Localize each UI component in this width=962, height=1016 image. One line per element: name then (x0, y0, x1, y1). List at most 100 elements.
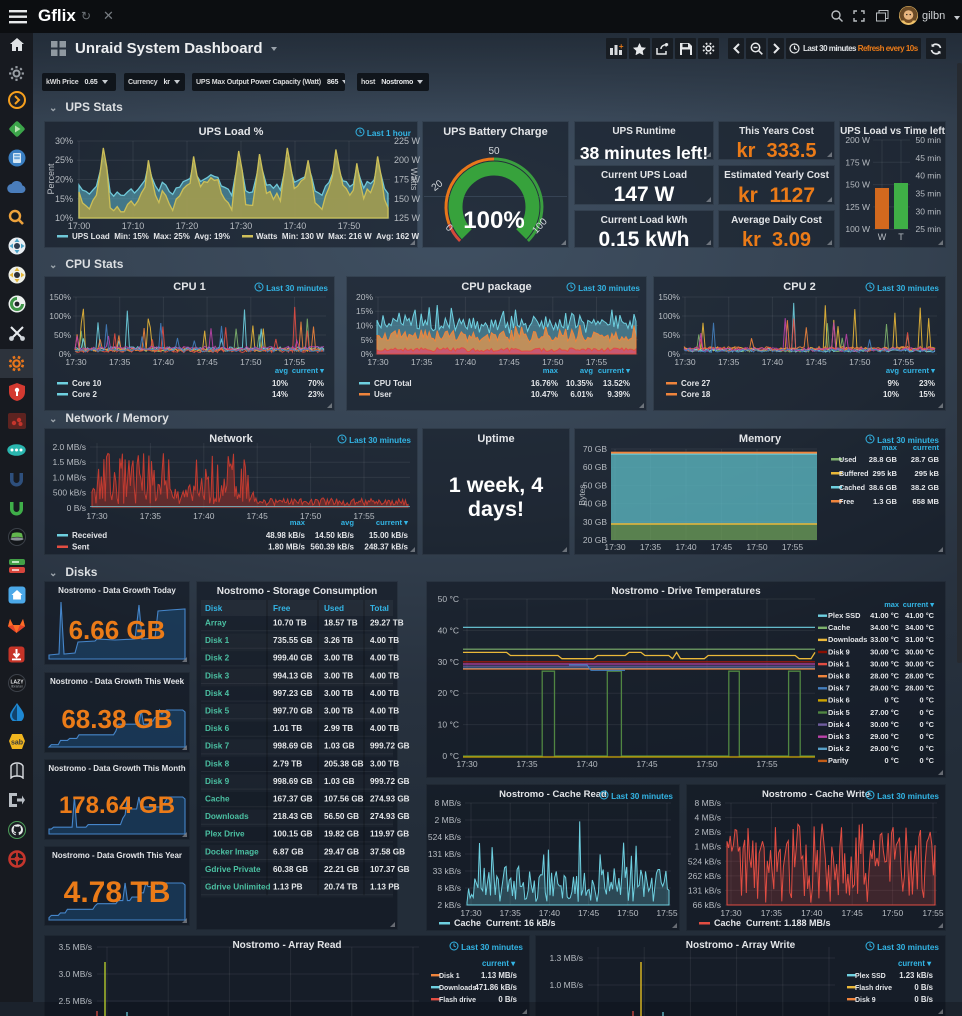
svg-text:1.13 PB: 1.13 PB (273, 883, 303, 892)
svg-text:0 °C: 0 °C (920, 720, 935, 729)
svg-text:Disk 2: Disk 2 (205, 654, 230, 663)
svg-text:60 GB: 60 GB (583, 462, 607, 472)
svg-text:17:00: 17:00 (68, 221, 91, 231)
svg-text:Array: Array (205, 619, 227, 628)
svg-text:17:40: 17:40 (153, 357, 175, 367)
svg-text:17:35: 17:35 (140, 511, 162, 521)
svg-text:200 W: 200 W (845, 135, 870, 145)
svg-text:Disk 9: Disk 9 (205, 777, 230, 786)
svg-text:17:30: 17:30 (86, 511, 108, 521)
svg-text:30 min: 30 min (915, 206, 941, 216)
svg-text:25%: 25% (55, 155, 73, 165)
svg-text:100%: 100% (658, 311, 680, 321)
svg-text:25 min: 25 min (915, 224, 941, 234)
svg-text:Cache Current: 16 kB/s: Cache Current: 16 kB/s (454, 918, 556, 928)
svg-text:0 B/s: 0 B/s (914, 995, 933, 1004)
svg-text:999.72 GB: 999.72 GB (370, 777, 410, 786)
svg-text:Total: Total (370, 604, 389, 613)
svg-text:Disk 9: Disk 9 (828, 647, 850, 656)
svg-text:17:40: 17:40 (455, 357, 477, 367)
svg-text:125 W: 125 W (394, 213, 421, 223)
svg-text:3.00 TB: 3.00 TB (370, 759, 399, 768)
svg-text:Downloads: Downloads (439, 985, 476, 992)
svg-text:35 min: 35 min (915, 189, 941, 199)
svg-text:17:30: 17:30 (456, 759, 478, 769)
svg-text:1.01 TB: 1.01 TB (273, 724, 302, 733)
svg-text:0 °C: 0 °C (885, 756, 900, 765)
svg-text:17:35: 17:35 (109, 357, 131, 367)
svg-text:131 kB/s: 131 kB/s (428, 849, 461, 859)
svg-text:3.00 TB: 3.00 TB (324, 707, 353, 716)
svg-text:2 MB/s: 2 MB/s (435, 815, 461, 825)
svg-text:15%: 15% (919, 390, 935, 399)
svg-text:Gdrive Private: Gdrive Private (205, 865, 261, 874)
svg-text:29.00 °C: 29.00 °C (870, 684, 900, 693)
svg-text:15.00 kB/s: 15.00 kB/s (369, 531, 409, 540)
svg-text:17:55: 17:55 (656, 908, 678, 918)
svg-text:17:45: 17:45 (842, 908, 864, 918)
svg-text:8 MB/s: 8 MB/s (435, 798, 461, 808)
svg-text:17:50: 17:50 (338, 221, 361, 231)
svg-text:Flash drive: Flash drive (855, 985, 892, 992)
svg-text:4.00 TB: 4.00 TB (370, 636, 399, 645)
svg-text:current ▾: current ▾ (903, 600, 935, 609)
svg-text:current ▾: current ▾ (376, 518, 409, 527)
svg-text:45 min: 45 min (915, 153, 941, 163)
svg-text:28.00 °C: 28.00 °C (905, 672, 935, 681)
svg-text:30%: 30% (55, 136, 73, 146)
svg-text:Core 27: Core 27 (681, 379, 711, 388)
svg-text:Free: Free (273, 604, 291, 613)
svg-text:15%: 15% (55, 194, 73, 204)
svg-text:150 W: 150 W (845, 180, 870, 190)
svg-text:28.00 °C: 28.00 °C (905, 684, 935, 693)
svg-text:3.0 MB/s: 3.0 MB/s (58, 969, 92, 979)
svg-text:10.35%: 10.35% (566, 379, 593, 388)
svg-text:Plex Drive: Plex Drive (205, 830, 245, 839)
svg-text:17:40: 17:40 (675, 542, 697, 552)
svg-text:Cache Current: 1.188 MB/s: Cache Current: 1.188 MB/s (714, 918, 831, 928)
svg-text:T: T (898, 232, 904, 242)
svg-text:2 MB/s: 2 MB/s (695, 827, 721, 837)
svg-text:max: max (543, 366, 559, 375)
svg-text:17:35: 17:35 (500, 908, 522, 918)
svg-text:Watts: Watts (409, 168, 419, 191)
svg-text:17:40: 17:40 (576, 759, 598, 769)
svg-text:100.15 GB: 100.15 GB (273, 830, 313, 839)
svg-text:17:45: 17:45 (711, 542, 733, 552)
svg-text:60.38 GB: 60.38 GB (273, 865, 308, 874)
svg-text:17:20: 17:20 (176, 221, 199, 231)
svg-text:Disk 2: Disk 2 (828, 744, 850, 753)
svg-text:23%: 23% (919, 379, 935, 388)
svg-text:40 GB: 40 GB (583, 499, 607, 509)
svg-text:17:55: 17:55 (756, 759, 778, 769)
svg-text:150%: 150% (49, 292, 71, 302)
svg-text:100%: 100% (49, 311, 71, 321)
svg-text:10%: 10% (883, 390, 899, 399)
svg-text:current ▾: current ▾ (898, 959, 932, 968)
svg-text:10%: 10% (272, 379, 288, 388)
svg-text:15%: 15% (356, 306, 373, 316)
svg-text:30.00 °C: 30.00 °C (870, 647, 900, 656)
svg-text:17:50: 17:50 (300, 511, 322, 521)
svg-text:0 °C: 0 °C (442, 751, 459, 761)
svg-text:0 B/s: 0 B/s (498, 995, 517, 1004)
svg-text:22.21 GB: 22.21 GB (324, 865, 359, 874)
svg-text:8 kB/s: 8 kB/s (437, 883, 461, 893)
svg-text:4.00 TB: 4.00 TB (370, 689, 399, 698)
svg-text:5%: 5% (361, 335, 374, 345)
svg-text:9%: 9% (887, 379, 899, 388)
svg-text:17:50: 17:50 (240, 357, 262, 367)
svg-text:29.00 °C: 29.00 °C (870, 744, 900, 753)
svg-text:41.00 °C: 41.00 °C (905, 611, 935, 620)
svg-text:274.93 GB: 274.93 GB (370, 812, 410, 821)
svg-text:Disk 4: Disk 4 (205, 689, 230, 698)
svg-text:17:45: 17:45 (805, 357, 827, 367)
svg-text:205.38 GB: 205.38 GB (324, 759, 364, 768)
svg-text:17:55: 17:55 (782, 542, 804, 552)
svg-text:175 W: 175 W (394, 175, 421, 185)
svg-text:17:55: 17:55 (353, 511, 375, 521)
svg-text:9.39%: 9.39% (607, 390, 630, 399)
svg-text:10%: 10% (356, 321, 373, 331)
svg-text:14%: 14% (272, 390, 288, 399)
svg-text:1.3 GB: 1.3 GB (873, 497, 898, 506)
